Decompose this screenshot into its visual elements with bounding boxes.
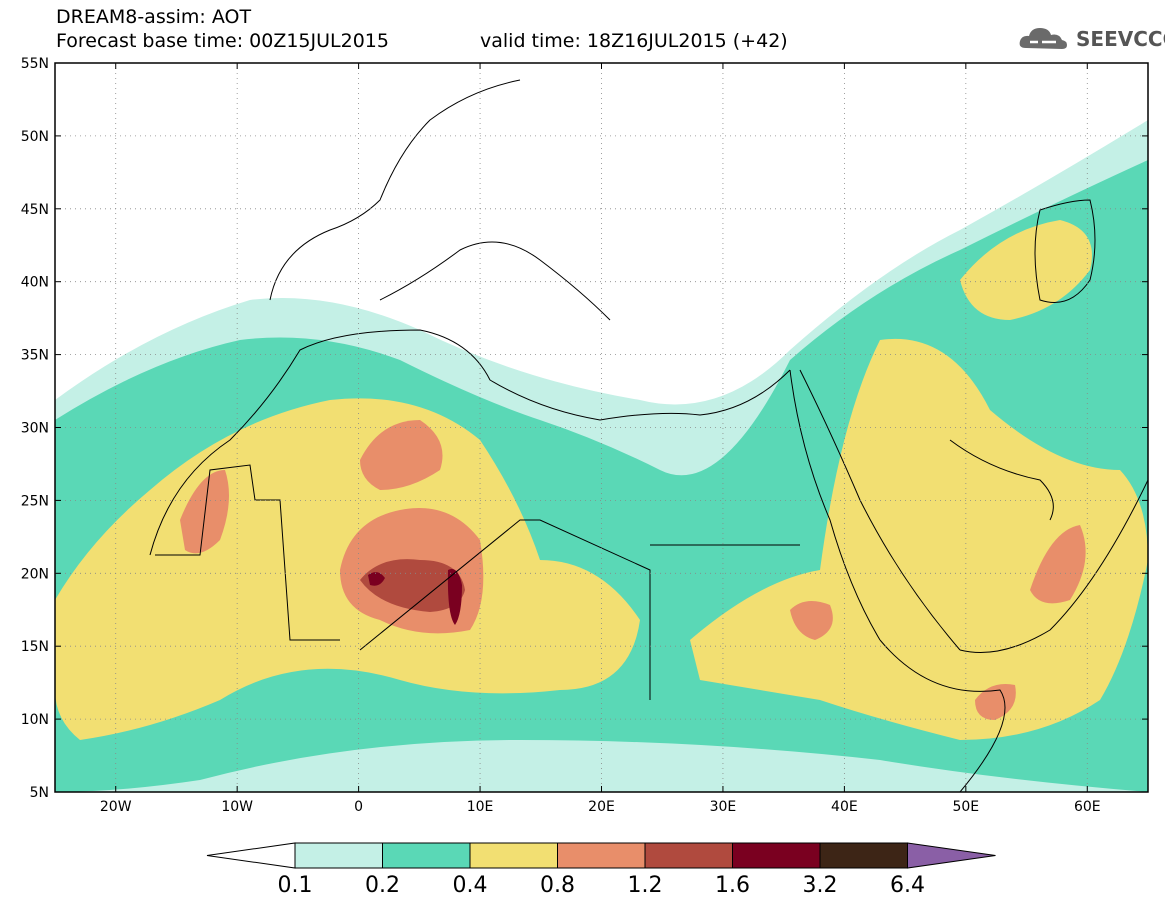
colorbar-segment [469,842,558,869]
colorbar-under-triangle [206,842,296,869]
colorbar-label: 0.8 [540,873,575,898]
aot-field [55,120,1148,792]
lon-label: 20W [100,799,132,815]
aot-band-0.8-oman [1030,525,1086,604]
colorbar-label: 0.4 [453,873,488,898]
aot-band-0.4-caspian [960,220,1092,320]
lon-label: 60E [1074,799,1101,815]
lon-label: 30E [710,799,737,815]
aot-band-1.6-small [368,572,385,586]
aot-band-1.2 [360,559,465,612]
aot-band-1.6 [447,569,462,625]
coastlines [149,79,1148,792]
lat-label: 30N [21,421,49,437]
lat-label: 55N [21,56,49,72]
lon-label: 40E [831,799,858,815]
axis-ticks [55,62,1148,793]
lat-label: 50N [21,129,49,145]
lon-label: 10W [221,799,253,815]
lat-label: 40N [21,275,49,291]
colorbar-over-triangle [907,842,996,869]
aot-band-0.4-east [690,338,1148,740]
coastline-north-africa [149,329,791,556]
latitude-labels: 5N 10N 15N 20N 25N 30N 35N 40N 45N 50N 55N [21,56,49,801]
lat-label: 45N [21,202,49,218]
lon-label: 10E [467,799,494,815]
aot-band-0.8-somalia [975,684,1016,720]
aot-band-0.8-ethiopia [790,601,833,640]
colorbar-label: 0.2 [365,873,400,898]
colorbar-segment [382,842,471,869]
lat-label: 15N [21,639,49,655]
colorbar-segment [819,842,908,869]
colorbar-segment [557,842,646,869]
aot-band-0.8-west [180,470,229,554]
lat-label: 10N [21,712,49,728]
lon-label: 50E [952,799,979,815]
colorbar: 0.1 0.2 0.4 0.8 1.2 1.6 3.2 6.4 [206,842,996,898]
colorbar-label: 6.4 [890,873,925,898]
lat-label: 20N [21,566,49,582]
colorbar-segment [732,842,821,869]
forecast-base-time: Forecast base time: 00Z15JUL2015 [56,30,389,52]
longitude-labels: 20W 10W 0 10E 20E 30E 40E 50E 60E [100,799,1101,815]
lat-label: 5N [30,785,49,801]
lon-label: 0 [354,799,363,815]
colorbar-segment [644,842,733,869]
border-persian-gulf [949,439,1054,521]
coastline-arabia [959,479,1148,653]
valid-time: valid time: 18Z16JUL2015 (+42) [480,30,788,52]
colorbar-label: 1.2 [628,873,663,898]
logo-text: SEEVCCC [1076,27,1165,51]
lon-label: 20E [588,799,615,815]
colorbar-segment [294,842,383,869]
cloud-icon [1019,28,1067,49]
colorbar-label: 0.1 [278,873,313,898]
border-caspian [1034,199,1096,303]
map-title: DREAM8-assim: AOT [56,6,252,28]
coastline-horn [879,639,1006,792]
lat-label: 25N [21,493,49,509]
colorbar-label: 3.2 [803,873,838,898]
colorbar-label: 1.6 [715,873,750,898]
grid-lines [55,63,1148,792]
border-west-africa [155,464,800,700]
aot-band-0.8-north [360,420,443,490]
seevccc-logo: SEEVCCC [1018,22,1165,54]
coastline-europe [269,79,611,321]
lat-label: 35N [21,348,49,364]
